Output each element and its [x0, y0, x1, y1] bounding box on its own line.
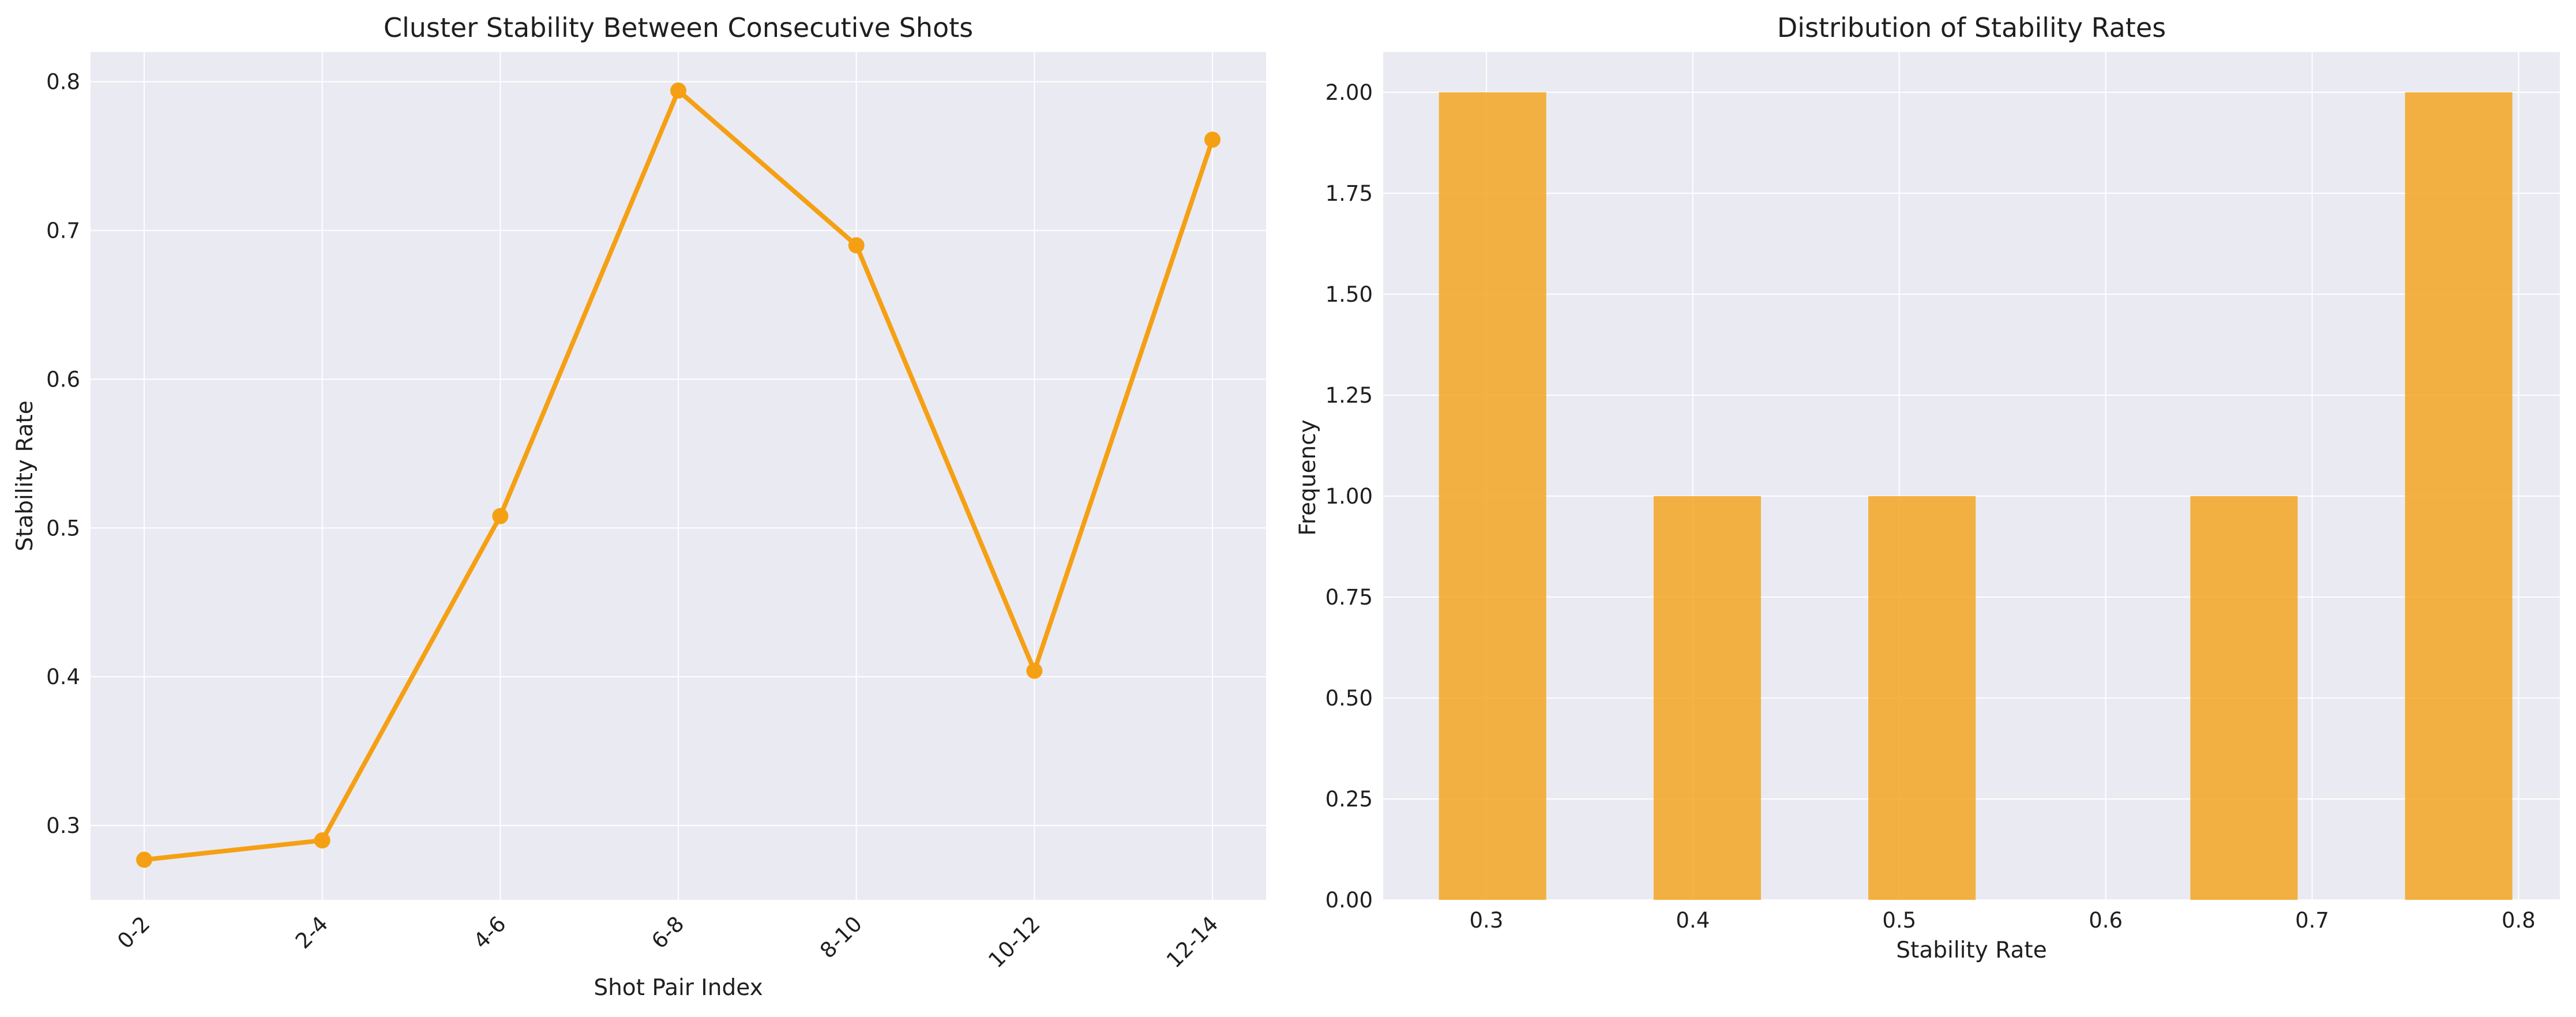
y-tick-label: 0.6 [46, 367, 80, 392]
data-point [670, 82, 686, 99]
histogram-chart: 0.00 0.25 0.50 0.75 1.00 1.25 1.50 1.75 2.00 0.3 0… [1295, 12, 2560, 963]
histogram-bar [1439, 92, 1546, 900]
x-tick-label: 10-12 [983, 911, 1045, 973]
y-tick-label: 0.50 [1325, 686, 1373, 711]
line-chart-title: Cluster Stability Between Consecutive Sh… [384, 12, 973, 43]
x-tick-label: 0.8 [2502, 908, 2536, 933]
histogram-bar [1868, 496, 1976, 900]
data-point [492, 508, 509, 524]
y-tick-label: 0.75 [1325, 585, 1373, 610]
x-tick-label: 0.4 [1676, 908, 1710, 933]
data-point [136, 851, 152, 868]
y-tick-label: 0.8 [46, 70, 80, 95]
histogram-bar [1653, 496, 1761, 900]
x-tick-label: 0-2 [112, 911, 155, 954]
line-chart-grid [91, 52, 1266, 900]
x-tick-label: 0.6 [2089, 908, 2123, 933]
y-tick-label: 0.7 [46, 218, 80, 243]
y-tick-label: 0.3 [46, 813, 80, 838]
histogram-bar [2405, 92, 2513, 900]
histogram-bar [2190, 496, 2298, 900]
histogram-y-axis-label: Frequency [1295, 419, 1321, 535]
x-tick-label: 0.7 [2295, 908, 2329, 933]
x-tick-label: 8-10 [815, 911, 867, 963]
line-chart-x-axis-label: Shot Pair Index [594, 975, 763, 1001]
series-points [136, 82, 1221, 868]
y-tick-label: 0.00 [1325, 888, 1373, 913]
data-point [1204, 132, 1221, 148]
histogram-x-axis-label: Stability Rate [1896, 937, 2046, 963]
y-tick-label: 0.25 [1325, 787, 1373, 812]
y-tick-label: 1.00 [1325, 484, 1373, 509]
data-point [314, 832, 331, 849]
x-tick-label: 6-8 [647, 911, 689, 954]
histogram-bars [1439, 92, 2513, 900]
histogram-ticks: 0.00 0.25 0.50 0.75 1.00 1.25 1.50 1.75 2.00 0.3 0… [1325, 80, 2536, 933]
x-tick-label: 4-6 [469, 911, 511, 954]
line-chart-y-axis-label: Stability Rate [12, 400, 38, 551]
line-chart: 0.3 0.4 0.5 0.6 0.7 0.8 0-2 2-4 4-6 6-8 8-10 10-12 1… [12, 12, 1266, 1001]
y-tick-label: 0.5 [46, 516, 80, 541]
y-tick-label: 1.75 [1325, 181, 1373, 206]
histogram-title: Distribution of Stability Rates [1777, 12, 2166, 43]
data-point [848, 237, 865, 254]
data-point [1026, 662, 1043, 679]
x-tick-label: 2-4 [291, 911, 333, 954]
x-tick-label: 12-14 [1162, 911, 1223, 973]
y-tick-label: 1.25 [1325, 383, 1373, 408]
x-tick-label: 0.3 [1470, 908, 1504, 933]
y-tick-label: 1.50 [1325, 282, 1373, 307]
y-tick-label: 2.00 [1325, 80, 1373, 105]
y-tick-label: 0.4 [46, 665, 80, 689]
x-tick-label: 0.5 [1882, 908, 1916, 933]
